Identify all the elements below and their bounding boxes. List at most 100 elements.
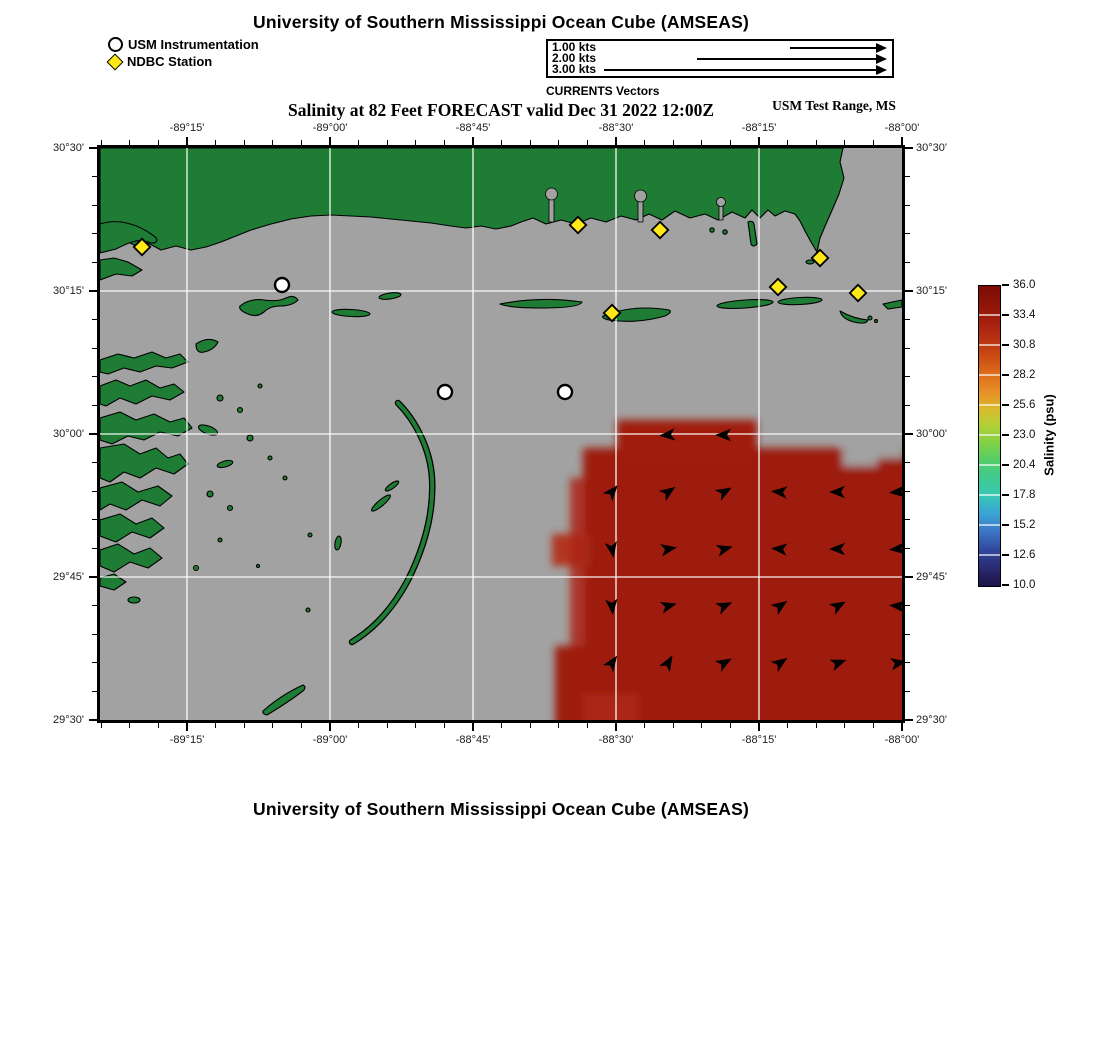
colorbar-tick <box>1002 434 1009 436</box>
colorbar-tick <box>1002 314 1009 316</box>
x-minor-tick-bottom <box>644 723 646 728</box>
land-peninsula <box>100 221 158 254</box>
colorbar-tick <box>1002 284 1009 286</box>
y-major-tick-right <box>905 433 913 435</box>
current-vector <box>659 655 673 673</box>
map-subtitle: Salinity at 82 Feet FORECAST valid Dec 3… <box>288 100 714 120</box>
y-minor-tick-right <box>905 176 910 178</box>
legend-item-ndbc: NDBC Station <box>106 53 259 70</box>
y-minor-tick-right <box>905 261 910 263</box>
islet-dot <box>867 315 873 321</box>
colorbar-label: Salinity (psu) <box>1041 394 1057 476</box>
colorbar-level-line <box>979 404 1000 406</box>
colorbar-level-line <box>979 524 1000 526</box>
current-vector <box>659 428 676 441</box>
y-major-tick-left <box>89 147 97 149</box>
x-minor-tick-bottom <box>300 723 302 728</box>
islet <box>371 494 391 512</box>
currents-arrow-line <box>604 68 876 71</box>
y-axis-label-right: 29°45' <box>916 571 947 583</box>
currents-legend-caption: CURRENTS Vectors <box>546 84 660 98</box>
x-minor-tick-bottom <box>844 723 846 728</box>
x-major-tick-bottom <box>186 723 188 731</box>
ndbc-station-marker <box>768 277 788 297</box>
colorbar-tick-label: 36.0 <box>1013 279 1036 291</box>
x-minor-tick-bottom <box>729 723 731 728</box>
current-vector <box>714 658 732 672</box>
colorbar-tick <box>1002 584 1009 586</box>
ndbc-diamond-icon <box>106 53 124 70</box>
currents-row-label: 1.00 kts <box>552 40 597 54</box>
x-minor-tick-bottom <box>787 723 789 728</box>
y-major-tick-left <box>89 576 97 578</box>
ndbc-station-marker <box>650 220 670 240</box>
current-vector <box>828 601 846 615</box>
x-axis-label-top: -88°00' <box>884 122 920 134</box>
y-minor-tick-right <box>905 233 910 235</box>
currents-row-label: 2.00 kts <box>552 51 597 65</box>
islet <box>384 480 400 492</box>
colorbar-level-line <box>979 554 1000 556</box>
current-vector <box>715 544 733 557</box>
coastal-islet <box>747 220 758 247</box>
x-axis-label-top: -88°15' <box>741 122 777 134</box>
y-axis-label-right: 30°00' <box>916 428 947 440</box>
current-arrow-icon <box>697 53 887 64</box>
ndbc-station-marker <box>132 237 152 257</box>
y-axis-label-right: 30°30' <box>916 142 947 154</box>
x-minor-tick-bottom <box>586 723 588 728</box>
y-axis-label-right: 30°15' <box>916 285 947 297</box>
colorbar-tick-label: 25.6 <box>1013 399 1036 411</box>
y-major-tick-left <box>89 433 97 435</box>
footer-title: University of Southern Mississippi Ocean… <box>252 799 750 819</box>
colorbar-tick-label: 17.8 <box>1013 489 1036 501</box>
barrier-island-dauphin <box>777 296 823 306</box>
x-major-tick-bottom <box>901 723 903 731</box>
x-major-tick-bottom <box>758 723 760 731</box>
usm-instrumentation-marker <box>436 383 454 401</box>
y-axis-label-right: 29°30' <box>916 714 947 726</box>
current-vector <box>714 487 732 501</box>
current-vector <box>889 542 902 555</box>
marsh-complex <box>100 338 288 604</box>
x-minor-tick-bottom <box>672 723 674 728</box>
arrowhead-icon <box>876 53 887 64</box>
x-major-tick-bottom <box>615 723 617 731</box>
colorbar-tick <box>1002 404 1009 406</box>
y-axis-label-left: 30°00' <box>53 428 84 440</box>
x-major-tick-top <box>472 137 474 145</box>
y-major-tick-right <box>905 576 913 578</box>
barrier-island <box>839 310 869 324</box>
station-markers <box>132 215 868 401</box>
current-vector <box>829 659 847 672</box>
colorbar-tick-label: 10.0 <box>1013 579 1036 591</box>
map-plot <box>97 145 905 723</box>
y-axis-label-left: 29°45' <box>53 571 84 583</box>
current-vector <box>660 544 677 557</box>
y-minor-tick-right <box>905 376 910 378</box>
x-minor-tick-bottom <box>100 723 102 728</box>
legend-item-label: USM Instrumentation <box>128 37 259 52</box>
x-axis-label-top: -89°00' <box>312 122 348 134</box>
current-vector <box>829 485 845 499</box>
ndbc-station-marker <box>810 248 830 268</box>
coastal-islet <box>722 229 728 235</box>
colorbar-tick-label: 28.2 <box>1013 369 1036 381</box>
current-vector <box>771 543 788 556</box>
region-label: USM Test Range, MS <box>772 98 896 113</box>
x-minor-tick-bottom <box>701 723 703 728</box>
colorbar-tick-label: 33.4 <box>1013 309 1036 321</box>
y-major-tick-left <box>89 290 97 292</box>
colorbar-tick-label: 20.4 <box>1013 459 1036 471</box>
current-vector <box>715 602 733 615</box>
barrier-island-cat <box>239 295 299 317</box>
colorbar-tick-label: 30.8 <box>1013 339 1036 351</box>
x-axis-label-top: -88°30' <box>598 122 634 134</box>
y-minor-tick-right <box>905 319 910 321</box>
fort-morgan-spit <box>882 299 902 310</box>
x-axis-label-bottom: -89°15' <box>169 734 205 746</box>
x-minor-tick-bottom <box>272 723 274 728</box>
current-vector <box>715 428 731 442</box>
bay-inlets <box>545 187 726 223</box>
